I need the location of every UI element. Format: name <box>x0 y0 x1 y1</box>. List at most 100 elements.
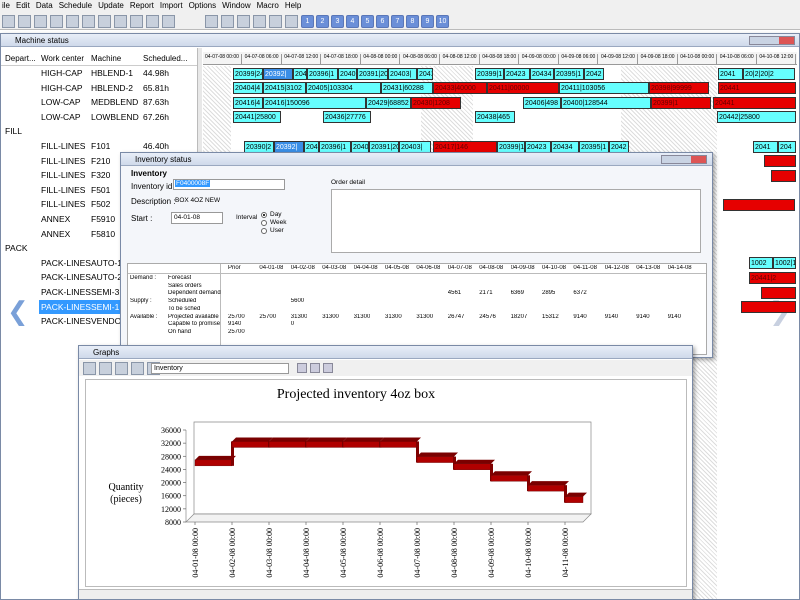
toolbar-icon[interactable] <box>115 362 128 375</box>
gantt-bar[interactable]: 20423 <box>504 67 530 80</box>
menu-item[interactable]: Import <box>159 1 183 10</box>
table-cell[interactable]: F502 <box>91 199 111 210</box>
column-header[interactable]: Machine <box>91 54 122 63</box>
toolbar-button[interactable]: 8 <box>406 15 419 28</box>
table-cell[interactable]: HBLEND-1 <box>91 68 134 78</box>
gantt-bar[interactable]: 20423 <box>525 140 551 153</box>
gantt-bar[interactable]: 20436|27776 <box>323 111 371 124</box>
gantt-bar[interactable]: 20417|146 <box>433 140 497 153</box>
toolbar-icon[interactable] <box>34 15 47 28</box>
window-controls[interactable] <box>661 155 707 164</box>
menu-item[interactable]: Edit <box>16 1 30 10</box>
gantt-bar[interactable]: 20433|40000 <box>433 82 487 95</box>
table-cell[interactable]: MEDBLEND <box>91 97 139 108</box>
table-cell[interactable]: LOWBLEND <box>91 111 139 122</box>
radio-label[interactable]: Day <box>270 211 282 218</box>
toolbar-button[interactable]: 7 <box>391 15 404 28</box>
gantt-bar[interactable]: 2042 <box>609 140 629 153</box>
table-cell[interactable]: F5910 <box>91 214 116 224</box>
toolbar-button[interactable]: 2 <box>316 15 329 28</box>
table-cell[interactable]: FILL-LINES <box>41 184 86 195</box>
menu-item[interactable]: Data <box>35 1 53 10</box>
gantt-bar[interactable]: 20400|128544 <box>561 96 651 109</box>
gantt-bar[interactable]: 20434 <box>551 140 579 153</box>
gantt-bar[interactable]: 2041 <box>293 67 307 80</box>
table-cell[interactable]: FILL-LINES <box>41 199 86 210</box>
menu-item[interactable]: Report <box>129 1 154 10</box>
gantt-bar[interactable]: 20415|3102 <box>263 82 306 95</box>
table-cell[interactable]: FILL-LINES <box>41 141 86 151</box>
table-cell[interactable]: HIGH-CAP <box>41 82 83 93</box>
table-cell[interactable]: PACK-LINES <box>41 301 91 312</box>
radio-button[interactable] <box>261 228 267 234</box>
toolbar-icon[interactable] <box>221 15 234 28</box>
table-cell[interactable]: LOW-CAP <box>41 97 81 108</box>
gantt-bar[interactable]: 2040 <box>351 140 369 153</box>
table-cell[interactable]: LOW-CAP <box>41 111 81 122</box>
gantt-bar[interactable]: 20442|25800 <box>717 111 796 124</box>
gantt-bar[interactable]: 20430|1208 <box>411 96 461 109</box>
selector[interactable]: Inventory <box>151 363 289 374</box>
radio-button[interactable] <box>261 220 267 226</box>
gantt-bar[interactable]: 20405|103304 <box>306 82 381 95</box>
gantt-bar[interactable]: 2041 <box>753 140 778 153</box>
table-cell[interactable]: 67.26h <box>143 111 169 122</box>
radio-button[interactable] <box>261 212 267 218</box>
gantt-bar[interactable]: 20391|20 <box>369 140 399 153</box>
gantt-bar[interactable]: 2041 <box>304 140 319 153</box>
toolbar-icon[interactable] <box>50 15 63 28</box>
table-cell[interactable]: F5810 <box>91 228 116 239</box>
toolbar-button[interactable]: 6 <box>376 15 389 28</box>
toolbar-icon[interactable] <box>83 362 96 375</box>
gantt-bar[interactable]: 2042 <box>584 67 604 80</box>
toolbar-icon[interactable] <box>99 362 112 375</box>
gantt-bar[interactable]: 20399|24 <box>233 67 263 80</box>
table-cell[interactable]: PACK-LINES <box>41 287 91 297</box>
toolbar-icon[interactable] <box>205 15 218 28</box>
toolbar-icon[interactable] <box>310 363 320 373</box>
gantt-bar[interactable]: 20441 <box>713 96 796 109</box>
toolbar-icon[interactable] <box>131 362 144 375</box>
gantt-bar[interactable]: 20411|103056 <box>559 82 649 95</box>
toolbar-button[interactable]: 5 <box>361 15 374 28</box>
toolbar-icon[interactable] <box>130 15 143 28</box>
gantt-bar[interactable]: 20416|4 <box>233 96 263 109</box>
gantt-bar[interactable]: 20396|1 <box>307 67 338 80</box>
toolbar-icon[interactable] <box>285 15 298 28</box>
toolbar-icon[interactable] <box>297 363 307 373</box>
menu-item[interactable]: ile <box>2 1 11 10</box>
gantt-bar[interactable]: 20416|150096 <box>263 96 366 109</box>
toolbar-button[interactable]: 9 <box>421 15 434 28</box>
toolbar-icon[interactable] <box>269 15 282 28</box>
gantt-bar[interactable]: 1002 <box>749 257 773 270</box>
toolbar-icon[interactable] <box>2 15 15 28</box>
table-cell[interactable]: SEMI-1 <box>91 301 120 312</box>
toolbar-icon[interactable] <box>114 15 127 28</box>
table-cell[interactable]: SEMI-3 <box>91 287 120 297</box>
table-cell[interactable]: ANNEX <box>41 228 71 239</box>
input-box[interactable] <box>173 179 285 190</box>
gantt-bar[interactable] <box>723 198 795 211</box>
table-cell[interactable]: FILL-LINES <box>41 170 86 181</box>
gantt-bar[interactable]: 20399|1 <box>497 140 525 153</box>
gantt-bar[interactable]: 20403| <box>399 140 431 153</box>
column-header[interactable]: Work center <box>41 54 84 63</box>
input-box[interactable]: 04-01-08 <box>171 212 223 224</box>
table-cell[interactable]: PACK-LINES <box>41 316 91 327</box>
gantt-bar[interactable]: 20431|60288 <box>381 82 433 95</box>
table-cell[interactable]: ANNEX <box>41 214 71 224</box>
table-cell[interactable]: 44.98h <box>143 68 169 78</box>
menu-item[interactable]: Options <box>188 1 217 10</box>
input-value[interactable]: F0400008F <box>175 180 211 187</box>
gantt-bar[interactable]: 20406|498 <box>523 96 561 109</box>
table-cell[interactable]: 87.63h <box>143 97 169 108</box>
table-cell[interactable]: 46.40h <box>143 141 169 151</box>
toolbar-icon[interactable] <box>98 15 111 28</box>
toolbar-icon[interactable] <box>323 363 333 373</box>
toolbar-icon[interactable] <box>237 15 250 28</box>
column-header[interactable]: Depart... <box>5 54 36 63</box>
gantt-bar[interactable]: 20391|20 <box>357 67 388 80</box>
gantt-bar[interactable]: 20441|25800 <box>233 111 281 124</box>
gantt-bar[interactable]: 20429|68852 <box>366 96 411 109</box>
toolbar-icon[interactable] <box>162 15 175 28</box>
